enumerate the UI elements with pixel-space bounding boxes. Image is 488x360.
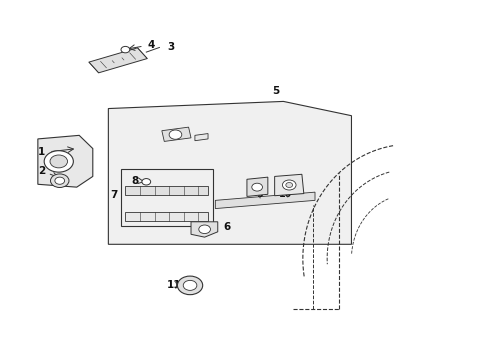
Text: 8: 8 — [131, 176, 139, 186]
Circle shape — [50, 155, 67, 168]
Text: 4: 4 — [147, 40, 155, 50]
Circle shape — [183, 280, 197, 291]
Polygon shape — [108, 102, 351, 244]
Circle shape — [282, 180, 295, 190]
Circle shape — [251, 183, 262, 191]
Polygon shape — [191, 222, 217, 237]
Text: 2: 2 — [38, 166, 45, 176]
Text: 6: 6 — [224, 222, 231, 232]
Polygon shape — [125, 212, 207, 221]
Circle shape — [55, 177, 64, 184]
Polygon shape — [38, 135, 93, 187]
Text: 5: 5 — [272, 86, 279, 96]
Circle shape — [121, 46, 129, 53]
Polygon shape — [89, 48, 147, 73]
Circle shape — [44, 151, 73, 172]
Polygon shape — [195, 134, 207, 141]
Circle shape — [142, 179, 150, 185]
Polygon shape — [215, 192, 314, 208]
Circle shape — [199, 225, 210, 234]
Text: 7: 7 — [110, 190, 118, 200]
Polygon shape — [274, 174, 303, 196]
Text: 1: 1 — [38, 147, 45, 157]
Text: 3: 3 — [166, 42, 174, 53]
Text: 9: 9 — [256, 189, 263, 199]
Circle shape — [169, 130, 182, 139]
Circle shape — [285, 183, 292, 188]
Polygon shape — [246, 177, 267, 197]
Circle shape — [177, 276, 202, 295]
Polygon shape — [162, 127, 191, 141]
Text: 10: 10 — [279, 190, 292, 199]
Polygon shape — [125, 186, 207, 195]
Circle shape — [50, 174, 69, 188]
Text: 11: 11 — [166, 280, 181, 291]
